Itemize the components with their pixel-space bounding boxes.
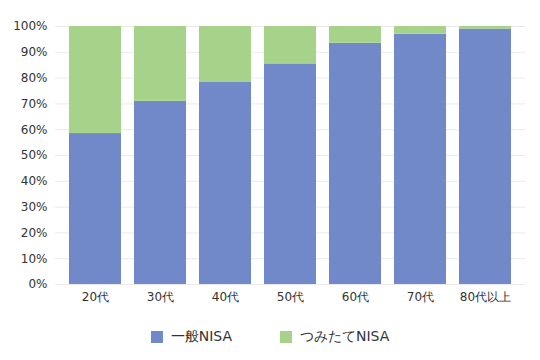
svg-text:20%: 20%: [21, 226, 48, 240]
svg-text:20代: 20代: [82, 290, 109, 304]
svg-text:80代以上: 80代以上: [460, 290, 511, 304]
svg-text:0%: 0%: [28, 277, 47, 291]
svg-text:40%: 40%: [21, 174, 48, 188]
svg-text:100%: 100%: [13, 19, 47, 33]
svg-text:60代: 60代: [342, 290, 369, 304]
svg-text:30%: 30%: [21, 200, 48, 214]
svg-text:70%: 70%: [21, 97, 48, 111]
svg-text:50%: 50%: [21, 148, 48, 162]
svg-text:80%: 80%: [21, 71, 48, 85]
html-text:一般NISA: 一般NISA: [170, 328, 232, 344]
svg-text:10%: 10%: [21, 252, 48, 266]
svg-text:50代: 50代: [277, 290, 304, 304]
html-text:つみたてNISA: つみたてNISA: [300, 328, 390, 344]
svg-text:30代: 30代: [147, 290, 174, 304]
svg-text:40代: 40代: [212, 290, 239, 304]
svg-text:90%: 90%: [21, 45, 48, 59]
svg-text:70代: 70代: [407, 290, 434, 304]
svg-text:60%: 60%: [21, 123, 48, 137]
